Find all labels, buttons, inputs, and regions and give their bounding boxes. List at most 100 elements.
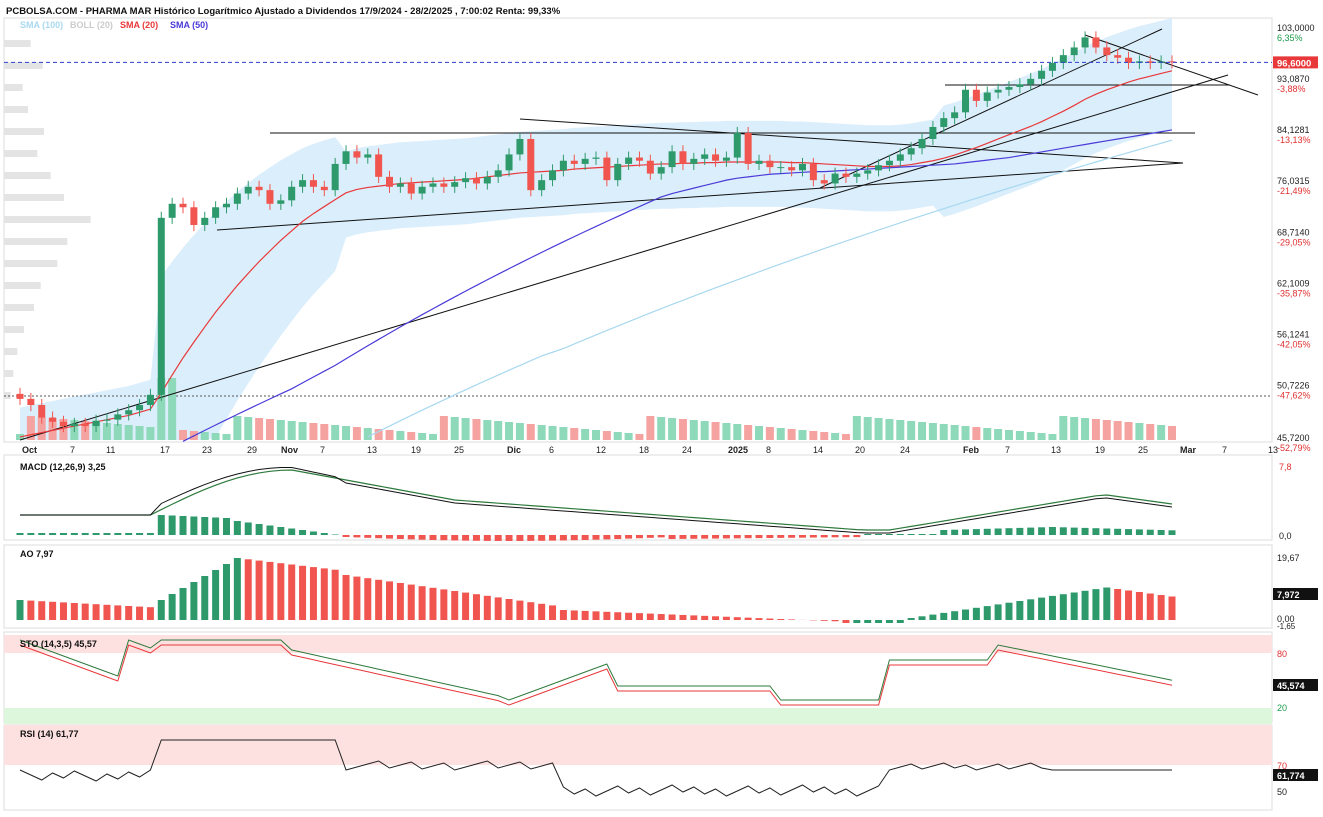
macd-histogram-bar	[244, 522, 252, 535]
macd-histogram-bar	[146, 533, 154, 535]
ao-bar	[375, 579, 383, 620]
candle-body	[722, 157, 730, 161]
macd-histogram-bar	[179, 516, 187, 535]
volume-profile-bar	[4, 106, 28, 113]
volume-bar	[157, 378, 166, 440]
ao-bar	[527, 602, 535, 620]
candle-body	[744, 132, 752, 164]
volume-bar	[711, 422, 720, 440]
volume-profile-bar	[4, 304, 34, 311]
candle-body	[146, 394, 154, 406]
candle-body	[320, 186, 328, 191]
volume-profile-bar	[4, 40, 31, 47]
ao-bar	[983, 606, 991, 620]
volume-bar	[26, 416, 35, 440]
date-tick-label: 25	[454, 445, 464, 455]
candle-body	[201, 217, 209, 225]
candle-body	[766, 160, 774, 168]
macd-histogram-bar	[940, 530, 948, 535]
price-pct-label: -13,13%	[1277, 135, 1311, 145]
ao-bar	[918, 616, 926, 620]
candle-body	[570, 160, 578, 164]
ao-bar	[701, 615, 709, 620]
volume-profile-bar	[4, 172, 51, 179]
macd-histogram-bar	[201, 517, 209, 535]
volume-profile-bar	[4, 62, 43, 69]
price-tick-label: 68,7140	[1277, 227, 1310, 237]
macd-histogram-bar	[885, 534, 893, 535]
candle-body	[896, 154, 904, 161]
ao-bar	[27, 600, 35, 620]
candle-body	[690, 158, 698, 164]
volume-bar	[352, 427, 361, 440]
volume-bar	[265, 419, 274, 440]
date-tick-label: 13	[1051, 445, 1061, 455]
candle-body	[222, 203, 230, 208]
ao-bar	[1168, 596, 1176, 620]
candle-body	[266, 190, 274, 204]
volume-bar	[255, 418, 264, 440]
candle-body	[353, 151, 361, 158]
legend-item-0: SMA (100)	[20, 20, 63, 30]
ao-bar	[429, 587, 437, 620]
date-tick-label: 24	[900, 445, 910, 455]
candle-body	[668, 151, 676, 168]
macd-histogram-bar	[16, 533, 24, 535]
macd-histogram-bar	[299, 530, 307, 535]
volume-bar	[48, 418, 57, 440]
volume-bar	[863, 417, 872, 440]
date-tick-label: 13	[1268, 445, 1278, 455]
price-pct-label: -29,05%	[1277, 237, 1311, 247]
volume-bar	[526, 424, 535, 440]
sto-overbought-zone	[4, 635, 1272, 653]
macd-histogram-bar	[918, 534, 926, 535]
candle-body	[777, 167, 785, 169]
volume-bar	[1124, 422, 1133, 440]
candle-body	[375, 154, 383, 177]
volume-bar	[972, 427, 981, 440]
volume-bar	[200, 432, 209, 440]
ao-bar	[722, 616, 730, 620]
macd-histogram-bar	[277, 527, 285, 535]
price-tick-label: 45,7200	[1277, 433, 1310, 443]
ao-bar	[516, 600, 524, 620]
ao-bar	[222, 564, 230, 620]
volume-bar	[331, 425, 340, 440]
candle-body	[81, 423, 89, 427]
volume-bar	[418, 433, 427, 440]
price-pct-label: -52,79%	[1277, 443, 1311, 453]
volume-bar	[744, 425, 753, 440]
panel-frame-2	[3, 544, 1273, 629]
volume-bar	[1102, 420, 1111, 440]
macd-histogram-bar	[429, 535, 437, 540]
sto-label: STO (14,3,5) 45,57	[20, 639, 97, 649]
volume-bar	[1146, 424, 1155, 440]
macd-histogram-bar	[451, 535, 459, 541]
macd-histogram-bar	[157, 515, 165, 535]
volume-bar	[928, 423, 937, 440]
macd-histogram-bar	[853, 535, 861, 538]
macd-histogram-bar	[809, 535, 817, 538]
ao-axis-zero: 0,00	[1277, 614, 1295, 624]
volume-bar	[1004, 430, 1013, 440]
ao-bar	[81, 603, 89, 620]
sto-d-line	[19, 644, 1173, 706]
ao-bar	[462, 592, 470, 620]
macd-histogram-bar	[831, 535, 839, 538]
candle-body	[505, 154, 513, 171]
macd-histogram-bar	[168, 515, 176, 535]
ao-bar	[962, 609, 970, 620]
volume-bar	[809, 431, 818, 440]
volume-bar	[135, 426, 144, 440]
date-tick-label: 13	[367, 445, 377, 455]
date-tick-label: Feb	[963, 445, 980, 455]
ao-bar	[1157, 595, 1165, 620]
ao-bar	[179, 588, 187, 620]
ao-bar	[59, 602, 67, 620]
ao-bar	[212, 570, 220, 620]
ao-last-value: 7,972	[1277, 590, 1300, 600]
volume-bar	[439, 416, 448, 440]
volume-bar	[211, 433, 220, 440]
candle-body	[712, 154, 720, 161]
candle-body	[820, 180, 828, 184]
